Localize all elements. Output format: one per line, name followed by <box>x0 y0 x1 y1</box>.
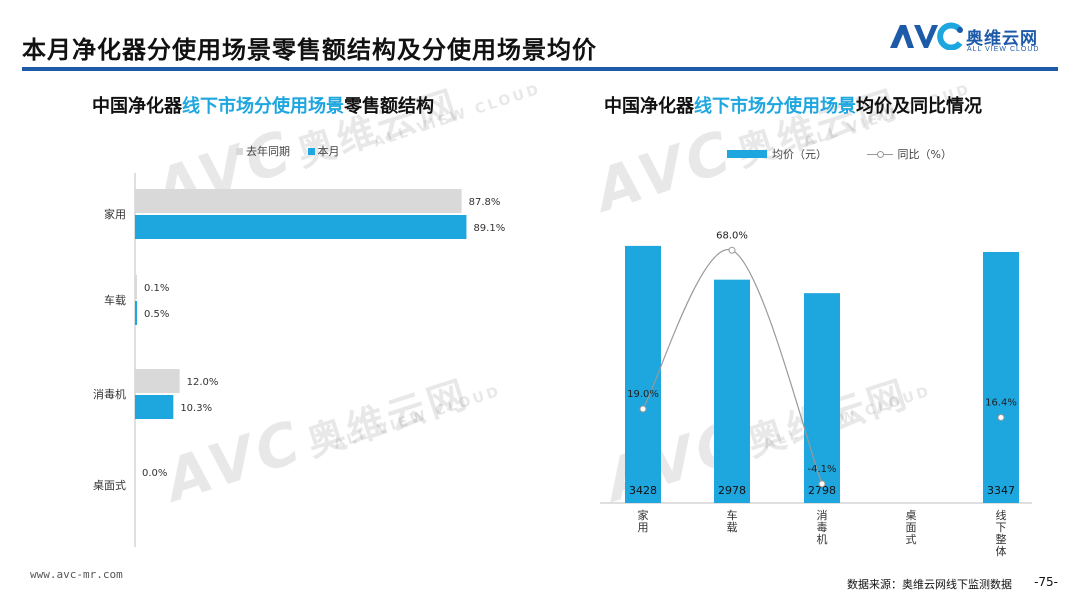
category-label: 车载 <box>727 508 738 534</box>
category-label: 桌面式 <box>906 509 917 546</box>
category-label: 桌面式 <box>93 479 126 492</box>
bar <box>135 369 180 393</box>
swatch-line <box>866 150 893 158</box>
legend-item-last-year: 去年同期 <box>236 143 290 159</box>
line-value-label: 19.0% <box>627 389 659 400</box>
data-label: 10.3% <box>180 403 212 414</box>
bar-value-label: 2978 <box>718 484 746 497</box>
swatch-bar <box>727 150 767 158</box>
footer-source: 数据来源：奥维云网线下监测数据 <box>847 578 1012 591</box>
right-title-pre: 中国净化器 <box>604 96 694 117</box>
legend-item-yoy: 同比（%） <box>866 146 952 162</box>
line-value-label: -4.1% <box>807 464 836 475</box>
logo-en: ALL VIEW CLOUD <box>967 46 1040 53</box>
right-legend: 均价（元） 同比（%） <box>727 146 966 162</box>
swatch-blue <box>307 147 315 155</box>
bar <box>135 189 462 213</box>
page-number: -75- <box>1034 575 1058 589</box>
left-title-post: 零售额结构 <box>344 96 434 117</box>
legend-label: 均价（元） <box>772 148 827 161</box>
legend-label: 去年同期 <box>246 145 290 158</box>
category-label: 消毒机 <box>93 387 126 401</box>
logo: 奥维云网 ALL VIEW CLOUD <box>888 22 1058 62</box>
bar <box>983 251 1019 503</box>
bar-value-label: 2798 <box>808 484 836 497</box>
line-value-label: 16.4% <box>985 397 1017 408</box>
data-label: 87.8% <box>469 197 501 208</box>
data-label: 89.1% <box>473 223 505 234</box>
category-label: 家用 <box>104 207 126 221</box>
footer-url: www.avc-mr.com <box>30 568 123 581</box>
bar <box>625 245 661 503</box>
right-title-post: 均价及同比情况 <box>856 96 982 117</box>
legend-label: 同比（%） <box>897 148 952 161</box>
left-chart: 家用 87.8% 89.1% 车载 0.1% 0.5% 消毒机 12.0% 10.3% 桌面式 0.… <box>93 173 505 547</box>
left-chart-title: 中国净化器线下市场分使用场景零售额结构 <box>92 92 434 118</box>
line-point <box>728 246 736 254</box>
bar <box>714 279 750 503</box>
data-label: 0.0% <box>142 468 167 479</box>
data-label: 0.1% <box>144 283 169 294</box>
bar-value-label: 3428 <box>629 484 657 497</box>
data-label: 0.5% <box>144 309 169 320</box>
bar <box>135 215 467 239</box>
legend-label: 本月 <box>317 145 340 158</box>
line-point <box>639 405 647 413</box>
legend-item-avg-price: 均价（元） <box>727 146 827 162</box>
category-label: 消毒机 <box>817 508 828 546</box>
right-chart-title: 中国净化器线下市场分使用场景均价及同比情况 <box>604 92 982 118</box>
left-legend: 去年同期 本月 <box>236 143 354 159</box>
bar <box>804 293 840 503</box>
right-title-highlight: 线下市场分使用场景 <box>694 96 856 117</box>
data-label: 12.0% <box>187 377 219 388</box>
logo-cn: 奥维云网 <box>966 29 1038 49</box>
bar-value-label: 3347 <box>987 484 1015 497</box>
bar <box>135 395 174 419</box>
line-point <box>818 480 826 488</box>
line-value-label: 68.0% <box>716 230 748 241</box>
bar <box>135 275 137 299</box>
category-label: 家用 <box>638 508 649 534</box>
category-label: 线下整体 <box>996 508 1007 558</box>
legend-item-this-month: 本月 <box>307 143 340 159</box>
avc-logo-icon <box>890 22 963 50</box>
category-label: 车载 <box>104 293 126 307</box>
left-title-highlight: 线下市场分使用场景 <box>182 96 344 117</box>
left-title-pre: 中国净化器 <box>92 96 182 117</box>
header-rule <box>22 67 1058 71</box>
bar <box>135 301 137 325</box>
swatch-gray <box>236 147 243 155</box>
line-point <box>997 413 1005 421</box>
right-chart: 3428 家用 2978 车载 2798 消毒机 桌面式 3347 线下整体 19.0% 68.0%… <box>600 230 1032 558</box>
page-title: 本月净化器分使用场景零售额结构及分使用场景均价 <box>22 36 597 64</box>
